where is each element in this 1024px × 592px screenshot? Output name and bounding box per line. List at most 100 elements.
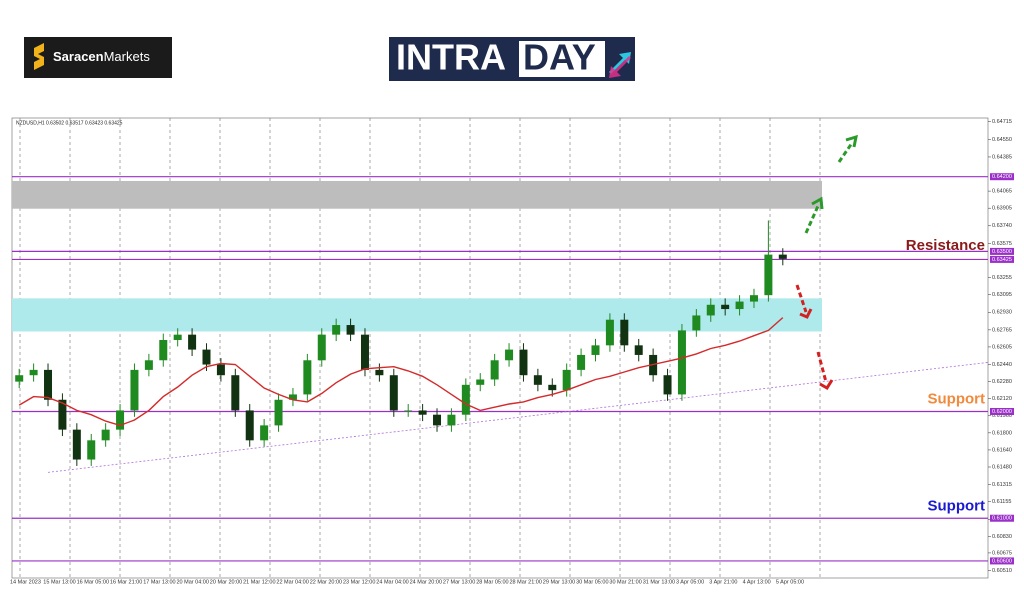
candle-body (404, 410, 413, 412)
x-tick-label: 16 Mar 05:00 (77, 579, 109, 585)
x-tick-label: 24 Mar 04:00 (376, 579, 408, 585)
candle-body (562, 369, 571, 391)
level-label: 0.60600 (992, 558, 1012, 564)
brand-bold: Saracen (53, 49, 104, 64)
level-label-box (990, 514, 1014, 522)
y-tick-label: 0.62440 (992, 362, 1012, 368)
arrow-head (845, 134, 858, 148)
arrows (795, 134, 858, 391)
arrow-head (819, 379, 834, 391)
zone (12, 180, 822, 209)
level-label-box (990, 247, 1014, 255)
y-tick-label: 0.64385 (992, 154, 1012, 160)
y-tick-label: 0.61155 (992, 499, 1011, 505)
candle-body (620, 319, 629, 346)
level-label-box (990, 173, 1014, 181)
x-tick-label: 28 Mar 21:00 (510, 579, 542, 585)
candle-body (317, 334, 326, 361)
x-tick-label: 22 Mar 04:00 (276, 579, 308, 585)
candle-body (216, 364, 225, 376)
y-tick-label: 0.61640 (992, 447, 1012, 453)
arrow-up (804, 205, 820, 234)
banner-arrow-up (609, 52, 631, 74)
y-tick-label: 0.60675 (992, 550, 1012, 556)
x-tick-label: 17 Mar 13:00 (143, 579, 175, 585)
y-tick-label: 0.63255 (992, 275, 1012, 281)
y-tick-label: 0.64550 (992, 137, 1012, 143)
candle-body (44, 369, 53, 400)
candle-body (389, 375, 398, 411)
candle-body (58, 399, 67, 430)
y-tick-label: 0.63575 (992, 241, 1012, 247)
y-tick-label: 0.63905 (992, 206, 1012, 212)
candle-body (677, 330, 686, 395)
chart-info: NZDUSD,H1 0.63502 0.63517 0.63423 0.6342… (16, 120, 123, 126)
x-tick-label: 30 Mar 21:00 (609, 579, 641, 585)
candle-body (706, 304, 715, 316)
annotation: Support (928, 497, 986, 514)
y-tick-label: 0.62280 (992, 379, 1012, 385)
arrow-down (795, 284, 808, 313)
brand-name: SaracenMarkets (53, 49, 150, 64)
level-label-box (990, 255, 1014, 263)
candle-body (245, 410, 254, 441)
arrow-down (816, 351, 828, 383)
annotation: Support (928, 391, 986, 408)
trendline (47, 362, 989, 473)
candle-body (173, 334, 182, 340)
candle-body (505, 349, 514, 361)
x-tick-label: 28 Mar 05:00 (476, 579, 508, 585)
y-tick-label: 0.62605 (992, 344, 1012, 350)
y-tick-label: 0.64715 (992, 119, 1012, 125)
candle-body (778, 254, 787, 259)
candle-body (548, 384, 557, 391)
x-tick-label: 27 Mar 13:00 (443, 579, 475, 585)
banner-right: DAY (523, 37, 596, 78)
x-tick-label: 31 Mar 13:00 (643, 579, 675, 585)
x-tick-label: 3 Apr 21:00 (709, 579, 737, 585)
arrow-head (811, 196, 824, 210)
x-tick-label: 14 Mar 2023 (10, 579, 41, 585)
candle-body (490, 360, 499, 380)
zone (12, 298, 822, 332)
candle-body (274, 399, 283, 426)
x-tick-label: 30 Mar 05:00 (576, 579, 608, 585)
y-tick-label: 0.62120 (992, 396, 1012, 402)
arrow-head (799, 308, 813, 319)
y-tick-label: 0.61800 (992, 430, 1012, 436)
candle-body (29, 369, 38, 376)
candle-body (346, 325, 355, 335)
y-tick-label: 0.61315 (992, 482, 1012, 488)
x-tick-label: 20 Mar 04:00 (177, 579, 209, 585)
candle-body (72, 429, 81, 460)
candle-body (130, 369, 139, 411)
candle-body (418, 410, 427, 415)
x-tick-label: 29 Mar 13:00 (543, 579, 575, 585)
candle-body (288, 394, 297, 400)
y-tick-label: 0.64065 (992, 189, 1012, 195)
candle-body (101, 429, 110, 441)
candle-body (159, 339, 168, 361)
candle-body (476, 379, 485, 385)
x-tick-label: 24 Mar 20:00 (410, 579, 442, 585)
arrow-up (837, 142, 854, 163)
candle-body (360, 334, 369, 370)
x-tick-label: 15 Mar 13:00 (43, 579, 75, 585)
banner-arrow-down (609, 56, 631, 78)
level-label: 0.62000 (992, 409, 1012, 415)
candle-body (433, 414, 442, 426)
candle-body (116, 410, 125, 430)
candle-body (15, 375, 24, 382)
x-tick-label: 3 Apr 05:00 (676, 579, 704, 585)
moving-average (18, 317, 784, 427)
y-tick-label: 0.60510 (992, 568, 1012, 574)
candle-body (303, 360, 312, 395)
candle-body (605, 319, 614, 346)
candle-body (202, 349, 211, 365)
level-label: 0.63500 (992, 249, 1012, 255)
candle-body (144, 360, 153, 370)
brand-icon (34, 43, 44, 70)
brand-rest: Markets (104, 49, 151, 64)
